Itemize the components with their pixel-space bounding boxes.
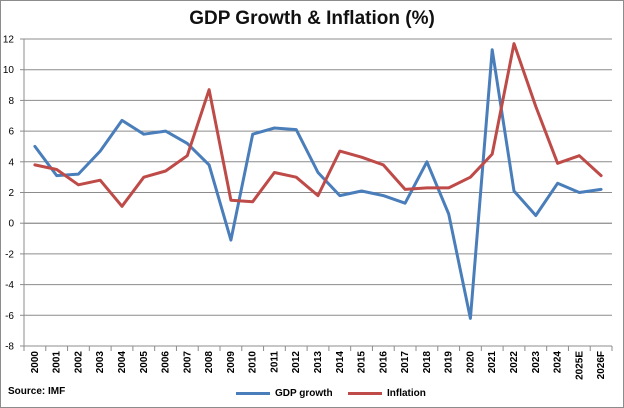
y-tick-labels: 12 10 8 6 4 2 0 -2 -4 -6 -8: [3, 35, 15, 353]
x-tick-label: 2026F: [596, 351, 607, 379]
y-tick-label: -2: [5, 249, 14, 260]
y-tick-label: 10: [3, 65, 15, 76]
series-line-inflation: [33, 42, 603, 208]
series-lines: [33, 42, 603, 320]
x-tick-label: 2002: [73, 351, 84, 374]
x-tick-label: 2020: [465, 351, 476, 374]
x-tick-label: 2014: [335, 351, 346, 374]
y-tick-label: 12: [3, 35, 15, 46]
x-tick-label: 2011: [269, 351, 280, 373]
legend-swatch-inflation: [348, 391, 382, 395]
x-tick-label: 2018: [422, 351, 433, 374]
x-tick-label: 2024: [553, 351, 564, 374]
legend-item-gdp-growth: GDP growth: [236, 386, 333, 400]
y-tick-label: 6: [8, 127, 14, 138]
axes: [20, 38, 613, 351]
x-tick-label: 2016: [378, 351, 389, 374]
source-note: Source: IMF: [8, 386, 66, 397]
y-tick-label: -6: [5, 311, 14, 322]
series-line-gdp-growth: [33, 48, 603, 320]
x-tick-label: 2012: [291, 351, 302, 374]
legend-item-inflation: Inflation: [348, 386, 426, 400]
y-tick-label: -4: [5, 280, 14, 291]
y-tick-label: 8: [8, 96, 14, 107]
x-tick-label: 2005: [139, 351, 150, 374]
x-tick-label: 2022: [509, 351, 520, 374]
y-tick-label: 0: [8, 219, 14, 230]
x-tick-label: 2015: [357, 351, 368, 374]
legend-swatch-gdp-growth: [236, 391, 270, 395]
y-tick-label: 2: [8, 188, 14, 199]
x-tick-label: 2010: [248, 351, 259, 374]
x-tick-label: 2004: [117, 351, 128, 374]
x-tick-label: 2023: [531, 351, 542, 374]
x-tick-label: 2001: [52, 351, 63, 374]
x-tick-label: 2007: [182, 351, 193, 374]
x-tick-labels: 2000 2001 2002 2003 2004 2005 2006 2007 2008 2009…: [30, 351, 607, 380]
x-tick-label: 2008: [204, 351, 215, 374]
x-tick-label: 2003: [95, 351, 106, 374]
x-tick-label: 2021: [487, 351, 498, 374]
y-tick-label: -8: [5, 342, 14, 353]
x-tick-label: 2019: [444, 351, 455, 374]
legend-label-gdp-growth: GDP growth: [275, 387, 333, 399]
chart-title: GDP Growth & Inflation (%): [189, 8, 435, 29]
y-tick-label: 4: [8, 157, 14, 168]
x-tick-label: 2017: [400, 351, 411, 374]
x-tick-label: 2006: [161, 351, 172, 374]
x-tick-label: 2013: [313, 351, 324, 374]
x-tick-label: 2009: [226, 351, 237, 374]
x-tick-label: 2000: [30, 351, 41, 374]
x-tick-label: 2025E: [574, 351, 585, 380]
legend-label-inflation: Inflation: [387, 387, 426, 399]
